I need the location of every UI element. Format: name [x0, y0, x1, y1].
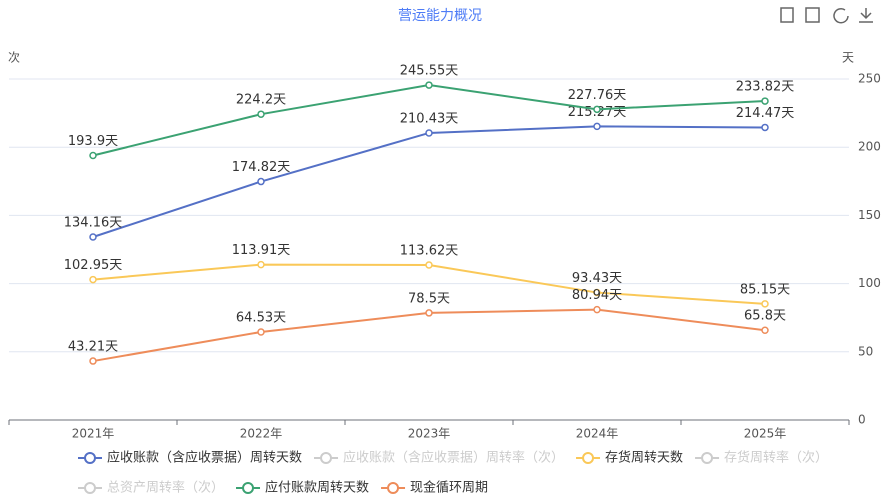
data-label: 134.16天	[64, 216, 123, 231]
data-label: 210.43天	[400, 111, 459, 126]
data-label: 233.82天	[736, 80, 795, 95]
legend-icon	[387, 482, 400, 494]
data-label: 214.47天	[736, 106, 795, 121]
data-label: 113.62天	[400, 244, 459, 259]
y2-tick-label: 0	[858, 413, 866, 427]
data-label: 64.53天	[236, 310, 286, 325]
legend-label: 应收账款（含应收票据）周转天数	[107, 450, 302, 466]
data-point	[761, 326, 769, 334]
data-label: 85.15天	[740, 282, 790, 297]
data-point	[761, 123, 769, 132]
data-label: 174.82天	[232, 160, 291, 175]
tool-restore-view[interactable]	[805, 7, 820, 23]
legend-label: 存货周转天数	[605, 450, 683, 466]
y2-tick-label: 250	[858, 72, 881, 86]
data-label: 93.43天	[572, 271, 622, 286]
data-label: 102.95天	[64, 258, 123, 273]
legend-label: 总资产周转率（次）	[107, 480, 224, 496]
data-point	[257, 260, 265, 269]
legend-item[interactable]: 应付账款周转天数	[236, 480, 369, 496]
data-point	[425, 81, 433, 89]
legend-icon	[84, 452, 96, 464]
y2-tick-label: 200	[858, 140, 881, 154]
y2-axis-label: 天	[842, 51, 854, 65]
data-point	[593, 305, 601, 314]
legend-item[interactable]: 现金循环周期	[381, 480, 488, 496]
y2-tick-label: 100	[858, 276, 881, 290]
legend-item[interactable]: 存货周转率（次）	[695, 450, 828, 466]
x-tick-label: 2024年	[576, 427, 619, 441]
data-point	[425, 261, 433, 269]
legend-icon	[701, 452, 714, 464]
legend-item[interactable]: 总资产周转率（次）	[78, 480, 224, 496]
chart-title: 营运能力概况	[398, 8, 482, 24]
legend-label: 应收账款（含应收票据）周转率（次）	[343, 450, 564, 466]
x-tick-label: 2025年	[744, 427, 787, 441]
data-label: 80.94天	[572, 288, 622, 303]
legend-label: 应付账款周转天数	[265, 480, 369, 496]
legend-label: 存货周转率（次）	[724, 450, 828, 466]
data-point	[89, 275, 97, 284]
data-point	[425, 309, 433, 317]
data-point	[593, 105, 601, 114]
data-point	[761, 300, 769, 308]
data-point	[257, 177, 265, 186]
tool-refresh[interactable]	[833, 8, 849, 24]
data-label: 224.2天	[236, 93, 286, 108]
y-axis-label: 次	[8, 51, 20, 65]
data-label: 113.91天	[232, 243, 291, 258]
data-label: 193.9天	[68, 134, 118, 149]
data-point	[425, 129, 433, 137]
data-point	[89, 151, 97, 160]
legend-icon	[242, 482, 255, 494]
data-point	[593, 122, 601, 131]
toolbox[interactable]	[780, 7, 873, 24]
data-label: 65.8天	[744, 309, 786, 324]
legend-label: 现金循环周期	[410, 480, 488, 496]
y2-tick-label: 150	[858, 208, 881, 222]
tool-download[interactable]	[859, 8, 873, 23]
x-tick-label: 2021年	[72, 427, 115, 441]
legend-item[interactable]: 应收账款（含应收票据）周转率（次）	[314, 450, 564, 466]
legend-item[interactable]: 存货周转天数	[576, 450, 683, 466]
data-point	[89, 233, 97, 241]
legend-item[interactable]: 应收账款（含应收票据）周转天数	[78, 450, 302, 466]
data-point	[257, 110, 265, 118]
data-point	[593, 288, 601, 297]
data-label: 43.21天	[68, 340, 118, 355]
data-point	[761, 97, 769, 105]
legend-icon	[320, 452, 333, 464]
legend-icon	[84, 482, 96, 494]
data-label: 245.55天	[400, 64, 459, 79]
data-label: 78.5天	[408, 291, 450, 306]
x-tick-label: 2023年	[408, 427, 451, 441]
legend-icon	[582, 452, 595, 464]
series-line	[92, 308, 766, 363]
data-point	[89, 357, 97, 365]
series-line	[92, 125, 766, 238]
data-label: 227.76天	[568, 88, 627, 103]
data-point	[257, 328, 265, 336]
x-tick-label: 2022年	[240, 427, 283, 441]
y2-tick-label: 50	[858, 344, 873, 358]
tool-data-view[interactable]	[780, 7, 794, 23]
